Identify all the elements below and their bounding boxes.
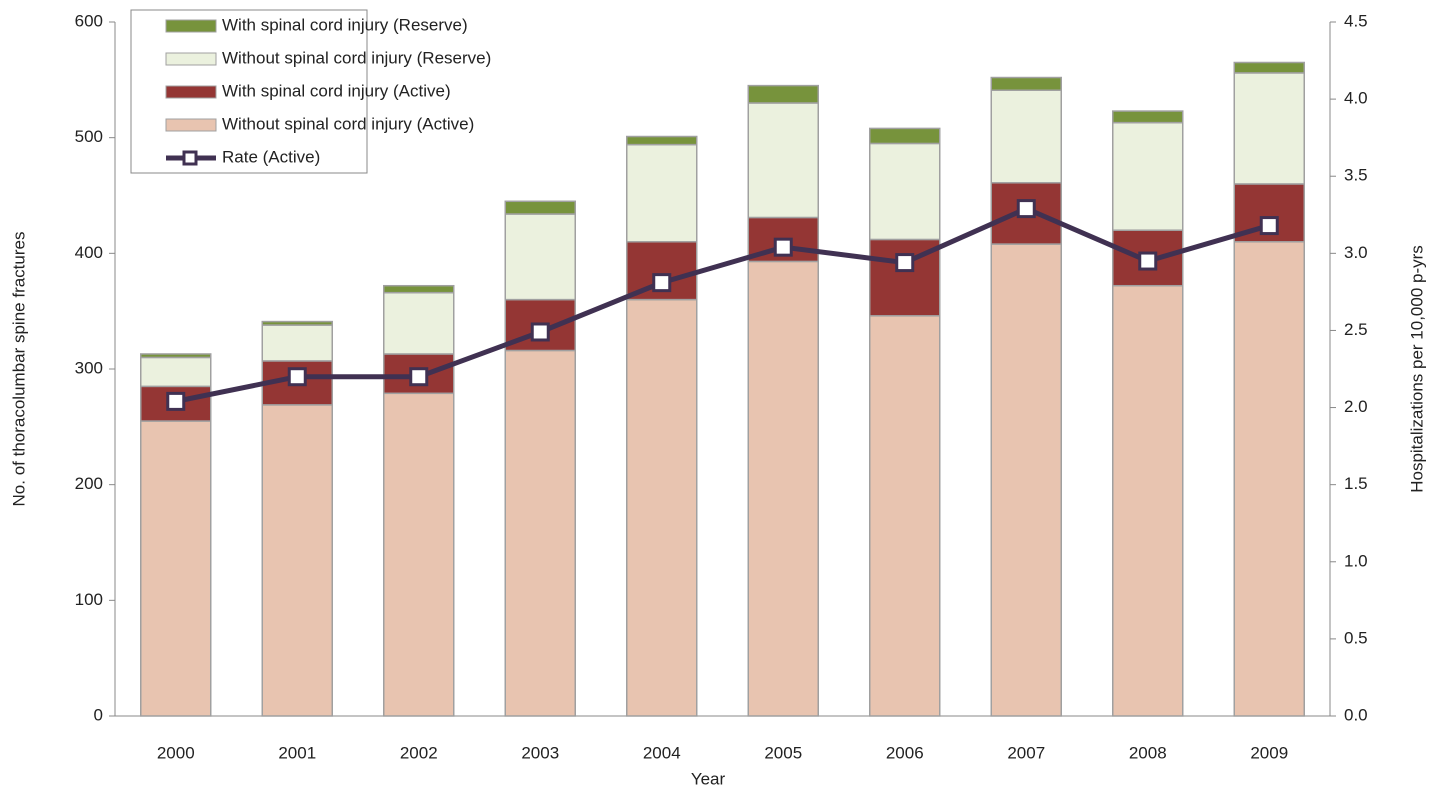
y-tick-label: 200 xyxy=(75,474,103,493)
bar-segment xyxy=(747,84,819,104)
x-tick-label: 2008 xyxy=(1129,743,1167,762)
bar-segment xyxy=(626,143,698,243)
bar-segment xyxy=(1112,284,1184,717)
bar-segment xyxy=(140,353,212,359)
y2-tick-label: 4.5 xyxy=(1344,11,1368,30)
bar-segment xyxy=(261,324,333,362)
line-marker xyxy=(1016,199,1036,219)
legend-swatch xyxy=(165,19,217,33)
legend-label: With spinal cord injury (Active) xyxy=(222,81,451,100)
y-tick-label: 100 xyxy=(75,590,103,609)
legend-marker xyxy=(182,150,198,166)
x-tick-label: 2001 xyxy=(278,743,316,762)
bar-segment xyxy=(1112,110,1184,124)
y2-tick-label: 2.0 xyxy=(1344,397,1368,416)
y-tick-label: 500 xyxy=(75,127,103,146)
bar-segment xyxy=(261,320,333,326)
x-axis-label: Year xyxy=(691,769,726,788)
y-tick-label: 300 xyxy=(75,358,103,377)
y2-axis-label: Hospitalizations per 10,000 p-yrs xyxy=(1407,245,1426,493)
bar-segment xyxy=(140,420,212,717)
y-tick-label: 600 xyxy=(75,11,103,30)
bar-segment xyxy=(140,356,212,388)
bar-segment xyxy=(1233,72,1305,185)
line-marker xyxy=(287,367,307,387)
line-marker xyxy=(773,237,793,257)
bar-segment xyxy=(626,298,698,717)
bar-segment xyxy=(504,200,576,215)
x-tick-label: 2007 xyxy=(1007,743,1045,762)
y2-tick-label: 1.5 xyxy=(1344,474,1368,493)
y-axis-label: No. of thoracolumbar spine fractures xyxy=(9,232,28,507)
bar-segment xyxy=(1233,61,1305,74)
x-tick-label: 2000 xyxy=(157,743,195,762)
x-tick-label: 2006 xyxy=(886,743,924,762)
bar-segment xyxy=(869,127,941,145)
legend-label: With spinal cord injury (Reserve) xyxy=(222,15,468,34)
y2-tick-label: 0.0 xyxy=(1344,705,1368,724)
bar-segment xyxy=(383,291,455,355)
bar-segment xyxy=(747,260,819,717)
x-tick-label: 2005 xyxy=(764,743,802,762)
y2-tick-label: 2.5 xyxy=(1344,320,1368,339)
y2-tick-label: 1.0 xyxy=(1344,551,1368,570)
legend-label: Rate (Active) xyxy=(222,147,320,166)
bar-segment xyxy=(990,76,1062,91)
legend-swatch xyxy=(165,52,217,66)
legend-swatch xyxy=(165,118,217,132)
x-tick-label: 2004 xyxy=(643,743,681,762)
y2-tick-label: 0.5 xyxy=(1344,628,1368,647)
bar-segment xyxy=(869,142,941,241)
line-marker xyxy=(1138,251,1158,271)
y2-tick-label: 4.0 xyxy=(1344,89,1368,108)
bar-segment xyxy=(869,315,941,717)
line-marker xyxy=(530,322,550,342)
bar-segment xyxy=(626,135,698,146)
legend-label: Without spinal cord injury (Active) xyxy=(222,114,474,133)
bar-segment xyxy=(747,102,819,219)
line-marker xyxy=(1259,216,1279,236)
legend-label: Without spinal cord injury (Reserve) xyxy=(222,48,491,67)
y-tick-label: 0 xyxy=(94,705,103,724)
legend-swatch xyxy=(165,85,217,99)
y2-tick-label: 3.0 xyxy=(1344,243,1368,262)
bar-segment xyxy=(261,404,333,717)
y-tick-label: 400 xyxy=(75,243,103,262)
bar-segment xyxy=(990,89,1062,184)
line-marker xyxy=(895,253,915,273)
bar-segment xyxy=(504,349,576,717)
bar-segment xyxy=(1112,121,1184,231)
line-marker xyxy=(409,367,429,387)
y2-tick-label: 3.5 xyxy=(1344,166,1368,185)
line-marker xyxy=(652,273,672,293)
line-marker xyxy=(166,391,186,411)
bar-segment xyxy=(383,392,455,717)
x-tick-label: 2003 xyxy=(521,743,559,762)
line xyxy=(175,205,1270,404)
bar-segment xyxy=(990,243,1062,717)
bar-segment xyxy=(1233,241,1305,717)
bar-segment xyxy=(504,213,576,301)
x-tick-label: 2002 xyxy=(400,743,438,762)
bar-segment xyxy=(383,284,455,294)
x-tick-label: 2009 xyxy=(1250,743,1288,762)
